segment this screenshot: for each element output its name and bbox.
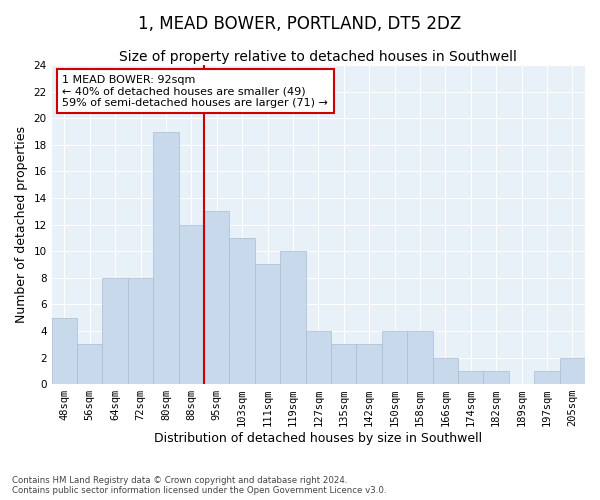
Bar [484, 371, 509, 384]
Bar [382, 331, 407, 384]
Bar [204, 212, 229, 384]
Title: Size of property relative to detached houses in Southwell: Size of property relative to detached ho… [119, 50, 517, 64]
Bar [305, 331, 331, 384]
Bar [407, 331, 433, 384]
Bar [255, 264, 280, 384]
Bar [560, 358, 585, 384]
Bar [280, 251, 305, 384]
Text: 1 MEAD BOWER: 92sqm
← 40% of detached houses are smaller (49)
59% of semi-detach: 1 MEAD BOWER: 92sqm ← 40% of detached ho… [62, 74, 328, 108]
X-axis label: Distribution of detached houses by size in Southwell: Distribution of detached houses by size … [154, 432, 482, 445]
Bar [356, 344, 382, 384]
Bar [128, 278, 153, 384]
Text: Contains HM Land Registry data © Crown copyright and database right 2024.
Contai: Contains HM Land Registry data © Crown c… [12, 476, 386, 495]
Bar [103, 278, 128, 384]
Bar [153, 132, 179, 384]
Bar [433, 358, 458, 384]
Text: 1, MEAD BOWER, PORTLAND, DT5 2DZ: 1, MEAD BOWER, PORTLAND, DT5 2DZ [139, 15, 461, 33]
Bar [52, 318, 77, 384]
Bar [179, 224, 204, 384]
Bar [77, 344, 103, 384]
Y-axis label: Number of detached properties: Number of detached properties [15, 126, 28, 323]
Bar [534, 371, 560, 384]
Bar [229, 238, 255, 384]
Bar [458, 371, 484, 384]
Bar [331, 344, 356, 384]
